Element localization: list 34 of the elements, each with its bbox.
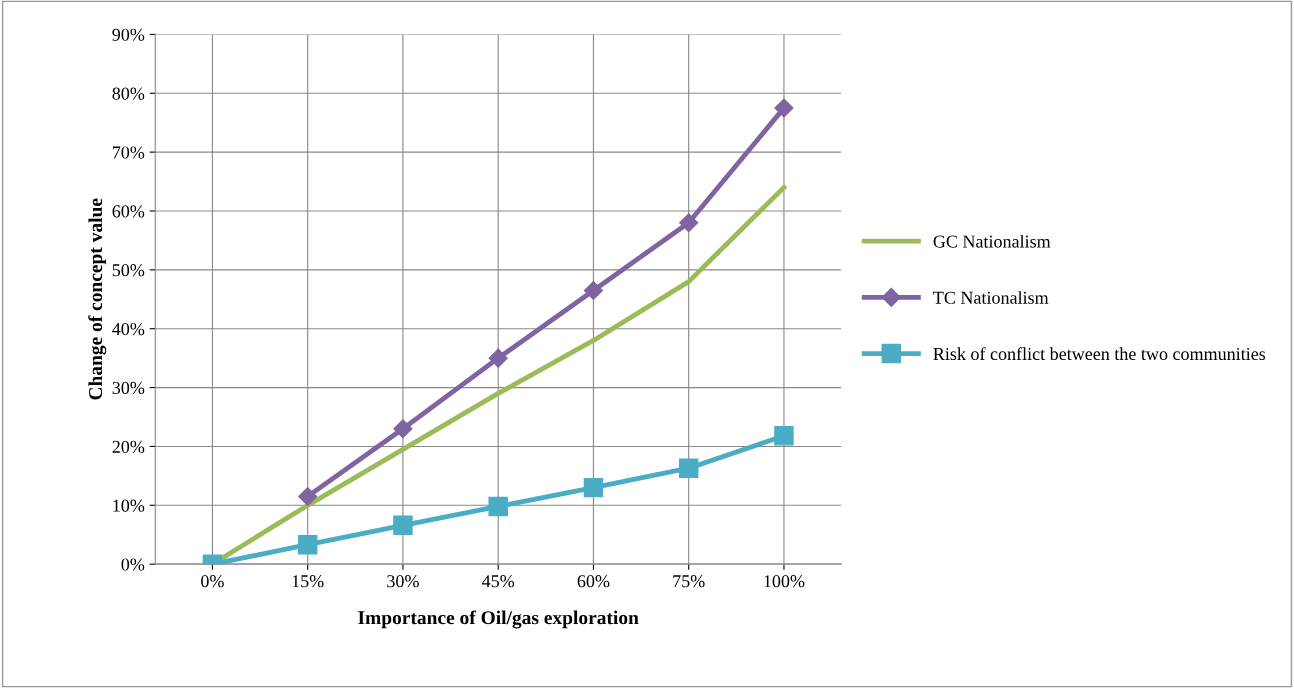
point [774, 426, 794, 446]
legend-label: GC Nationalism [933, 234, 1051, 248]
y-tick-label: 50% [112, 264, 145, 277]
x-tick-label: 100% [764, 575, 805, 588]
point [774, 98, 794, 118]
y-tick-label: 10% [113, 499, 145, 512]
x-axis-title: Importance of Oil/gas exploration [358, 610, 639, 629]
y-tick-label: 20% [112, 440, 145, 453]
legend-label: TC Nationalism [933, 291, 1049, 304]
point [393, 419, 413, 439]
x-tick-label: 15% [292, 575, 324, 588]
x-tick-label: 0% [201, 575, 224, 588]
point [679, 213, 699, 233]
point [488, 496, 508, 517]
point [297, 535, 318, 555]
point [393, 515, 413, 536]
y-axis-title: Change of concept value [88, 198, 107, 400]
x-tick-label: 45% [482, 575, 515, 588]
point [488, 348, 508, 368]
y-tick-label: 30% [112, 381, 145, 395]
y-tick-label: 90% [112, 28, 145, 41]
point [583, 280, 603, 300]
x-tick-label: 75% [673, 575, 705, 588]
y-tick-label: 70% [112, 146, 145, 159]
y-tick-label: 60% [112, 205, 145, 218]
y-tick-label: 80% [112, 87, 145, 100]
y-tick-label: 40% [112, 322, 145, 336]
x-tick-label: 60% [577, 575, 610, 588]
point [583, 477, 604, 498]
y-tick-label: 0% [121, 558, 145, 571]
legend-label: Risk of conflict between the two communities [933, 347, 1266, 361]
point [678, 458, 699, 478]
x-tick-label: 30% [387, 575, 419, 588]
point [298, 486, 318, 507]
